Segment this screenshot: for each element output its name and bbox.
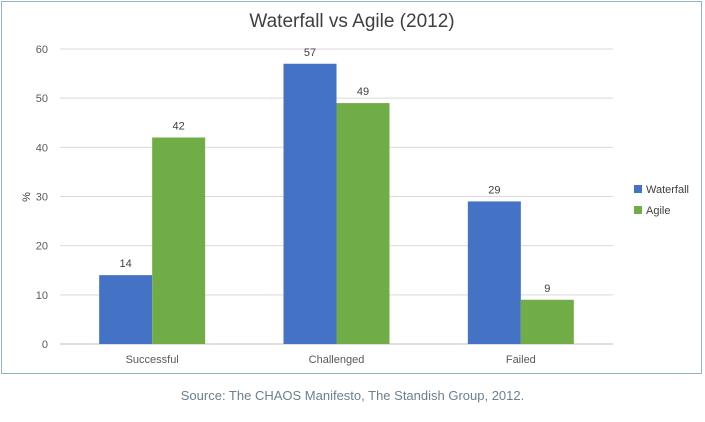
- y-tick-label: 20: [36, 241, 48, 253]
- data-label: 42: [173, 121, 185, 133]
- bar-agile-challenged: [336, 103, 390, 344]
- bar-agile-failed: [520, 299, 574, 344]
- y-tick-label: 60: [36, 44, 48, 56]
- data-label: 9: [544, 283, 550, 295]
- y-tick-labels: 0 10 20 30 40 50 60: [36, 44, 48, 351]
- x-tick-label: Failed: [506, 354, 536, 366]
- legend-label: Agile: [646, 205, 670, 217]
- y-tick-label: 50: [36, 93, 48, 105]
- legend-swatch: [634, 206, 642, 214]
- data-label: 14: [120, 258, 132, 270]
- bar-waterfall-challenged: [283, 63, 337, 344]
- y-axis-label: %: [21, 192, 33, 202]
- data-labels-group: 14 42 57 49 29 9: [120, 47, 551, 295]
- bars-group: [99, 63, 574, 344]
- data-label: 49: [357, 86, 369, 98]
- x-tick-labels: Successful Challenged Failed: [126, 354, 536, 366]
- bar-waterfall-failed: [467, 201, 521, 344]
- y-tick-label: 30: [36, 192, 48, 204]
- y-tick-label: 40: [36, 142, 48, 154]
- legend-label: Waterfall: [646, 184, 689, 196]
- y-tick-label: 0: [42, 339, 48, 351]
- legend-swatch: [634, 185, 642, 193]
- chart-title: Waterfall vs Agile (2012): [249, 11, 454, 32]
- bar-chart: Waterfall vs Agile (2012) % 14425749299 …: [21, 11, 689, 366]
- data-label: 29: [488, 184, 500, 196]
- legend: Waterfall Agile: [634, 184, 689, 217]
- data-label: 57: [304, 47, 316, 59]
- bar-waterfall-successful: [99, 275, 153, 344]
- y-tick-label: 10: [36, 290, 48, 302]
- source-note: Source: The CHAOS Manifesto, The Standis…: [180, 388, 525, 403]
- bar-agile-successful: [152, 137, 206, 344]
- x-tick-label: Successful: [126, 354, 179, 366]
- x-tick-label: Challenged: [309, 354, 365, 366]
